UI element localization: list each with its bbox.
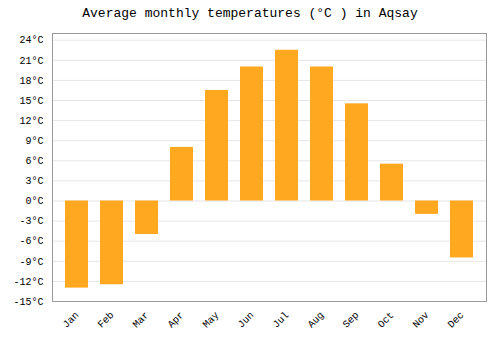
svg-text:Aug: Aug (306, 310, 327, 331)
svg-text:21°C: 21°C (19, 56, 43, 67)
svg-text:Mar: Mar (131, 310, 152, 331)
svg-text:-15°C: -15°C (13, 297, 43, 308)
svg-text:Jun: Jun (236, 310, 257, 331)
svg-text:15°C: 15°C (19, 96, 43, 107)
svg-text:-12°C: -12°C (13, 277, 43, 288)
svg-text:Dec: Dec (446, 310, 467, 331)
svg-text:Jan: Jan (61, 310, 82, 331)
html-text:Average monthly temperatures (: Average monthly temperatures (°C ) in Aq… (82, 6, 418, 21)
svg-text:0°C: 0°C (25, 196, 43, 207)
svg-text:-6°C: -6°C (19, 236, 43, 247)
svg-text:9°C: 9°C (25, 136, 43, 147)
svg-text:May: May (201, 310, 222, 331)
svg-text:18°C: 18°C (19, 76, 43, 87)
svg-text:-3°C: -3°C (19, 216, 43, 227)
svg-text:-9°C: -9°C (19, 257, 43, 268)
svg-text:3°C: 3°C (25, 176, 43, 187)
svg-text:Sep: Sep (341, 310, 362, 331)
svg-text:Apr: Apr (166, 310, 187, 331)
svg-text:Nov: Nov (411, 310, 432, 331)
svg-text:Jul: Jul (271, 310, 292, 331)
svg-text:12°C: 12°C (19, 116, 43, 127)
svg-text:6°C: 6°C (25, 156, 43, 167)
svg-text:24°C: 24°C (19, 35, 43, 46)
svg-text:Feb: Feb (96, 310, 117, 331)
svg-text:Oct: Oct (376, 310, 397, 331)
